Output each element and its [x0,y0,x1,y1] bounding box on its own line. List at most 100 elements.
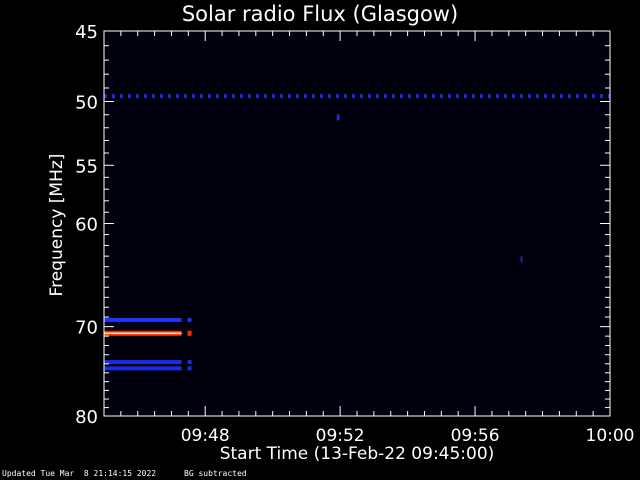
emission-band-tail [187,330,192,336]
noise-streak [507,31,508,416]
noise-streak [151,31,152,416]
emission-band [104,317,182,322]
y-tick-label: 70 [75,318,98,339]
noise-streak [511,31,512,416]
x-tick-label: 09:48 [181,426,230,446]
y-tick-label: 50 [75,93,98,114]
noise-streak [395,31,396,416]
noise-streak [431,31,432,416]
x-axis-label: Start Time (13-Feb-22 09:45:00) [219,444,495,464]
noise-streak [419,31,420,416]
emission-band-core [104,332,182,335]
noise-streak [139,31,140,416]
noise-streak [267,31,268,416]
noise-streak [595,31,596,416]
x-tick-label: 09:52 [316,426,365,446]
y-tick-label: 55 [75,156,98,177]
noise-streak [207,31,208,416]
noise-streak [283,31,284,416]
noise-streak [119,31,120,416]
noise-streak [223,31,224,416]
noise-streak [203,31,204,416]
noise-streak [583,31,584,416]
noise-streak [271,31,272,416]
noise-streak [191,31,192,416]
noise-streak [171,31,172,416]
y-tick-label: 80 [75,407,98,428]
noise-streak [211,31,212,416]
noise-streak [179,31,180,416]
noise-streak [587,31,588,416]
noise-streak [243,31,244,416]
noise-streak [219,31,220,416]
noise-streak [251,31,252,416]
noise-streak [123,31,124,416]
noise-streak [487,31,488,416]
noise-streak [227,31,228,416]
noise-streak [347,31,348,416]
noise-streak [159,31,160,416]
noise-streak [155,31,156,416]
noise-streak [311,31,312,416]
bg-subtracted-note: BG subtracted [184,469,247,478]
emission-spot [336,114,340,121]
noise-streak [567,31,568,416]
noise-streak [167,31,168,416]
x-tick-label: 09:56 [451,426,500,446]
noise-streak [367,31,368,416]
noise-streak [519,31,520,416]
noise-streak [135,31,136,416]
x-tick-label: 10:00 [586,426,635,446]
emission-band-tail [187,366,192,371]
noise-streak [563,31,564,416]
noise-streak [543,31,544,416]
noise-streak [515,31,516,416]
noise-streak [439,31,440,416]
noise-streak [331,31,332,416]
noise-streak [163,31,164,416]
noise-streak [495,31,496,416]
noise-streak [339,31,340,416]
noise-streak [287,31,288,416]
noise-streak [471,31,472,416]
noise-streak [175,31,176,416]
emission-band-tail [187,317,192,322]
noise-streak [199,31,200,416]
noise-streak [575,31,576,416]
noise-streak [443,31,444,416]
noise-streak [235,31,236,416]
noise-streak [523,31,524,416]
noise-streak [319,31,320,416]
emission-band [104,366,182,371]
noise-streak [503,31,504,416]
noise-streak [551,31,552,416]
noise-streak [295,31,296,416]
noise-streak [459,31,460,416]
noise-streak [559,31,560,416]
noise-streak [255,31,256,416]
noise-streak [303,31,304,416]
noise-streak [399,31,400,416]
noise-streak [131,31,132,416]
noise-streak [407,31,408,416]
noise-streak [263,31,264,416]
noise-streak [475,31,476,416]
chart-title: Solar radio Flux (Glasgow) [181,2,459,26]
noise-streak [411,31,412,416]
noise-streak [359,31,360,416]
noise-streak [355,31,356,416]
noise-streak [427,31,428,416]
noise-streak [591,31,592,416]
noise-streak [491,31,492,416]
noise-streak [299,31,300,416]
noise-streak [371,31,372,416]
noise-streak [455,31,456,416]
noise-streak [315,31,316,416]
noise-streak [187,31,188,416]
noise-streak [291,31,292,416]
noise-streak [147,31,148,416]
noise-streak [335,31,336,416]
noise-streak [499,31,500,416]
noise-streak [451,31,452,416]
